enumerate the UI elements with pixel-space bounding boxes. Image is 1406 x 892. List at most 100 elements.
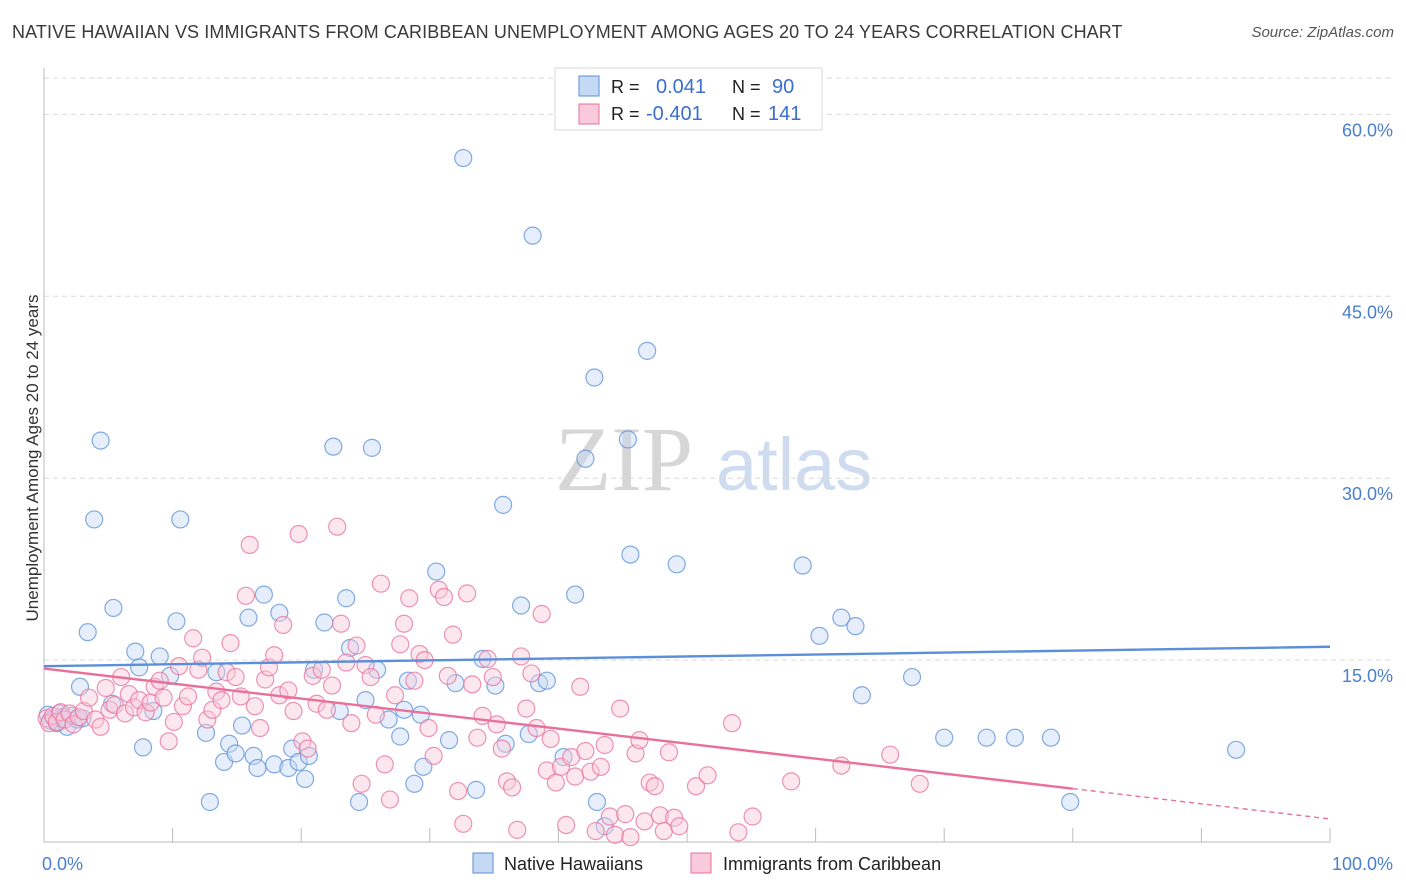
native-hawaiians-point [244, 746, 263, 765]
caribbean-point [100, 700, 119, 719]
native-hawaiians-point [1227, 740, 1246, 759]
caribbean-point [79, 688, 99, 707]
caribbean-point [328, 517, 347, 536]
native-hawaiians-point [248, 758, 267, 778]
gridlines [44, 77, 1393, 661]
caribbean-point [665, 808, 684, 827]
caribbean-point [189, 660, 208, 679]
stats-n-value-1: 90 [772, 76, 794, 98]
native-hawaiians-point [85, 510, 104, 529]
native-hawaiians-point [667, 555, 686, 574]
caribbean-point [571, 677, 590, 696]
caribbean-point [621, 828, 640, 847]
caribbean-point [265, 646, 284, 665]
watermark-zip: ZIP [555, 408, 693, 510]
caribbean-point [394, 614, 414, 633]
legend-swatch-immigrants-caribbean [690, 852, 712, 874]
caribbean-point [212, 691, 231, 710]
caribbean-point [457, 584, 477, 603]
native-hawaiians-point [315, 613, 334, 632]
caribbean-point [586, 821, 605, 841]
caribbean-point [400, 589, 419, 608]
caribbean-point [686, 777, 706, 796]
caribbean-point [541, 729, 560, 749]
caribbean-point [236, 586, 256, 605]
native-hawaiians-point [270, 603, 289, 622]
caribbean-point [729, 823, 748, 842]
caribbean-point [250, 718, 270, 738]
caribbean-point [670, 817, 689, 836]
caribbean-point [169, 657, 189, 676]
caribbean-point [532, 604, 551, 624]
caribbean-point [443, 625, 463, 644]
caribbean-point [60, 704, 79, 723]
native-hawaiians-point [220, 734, 239, 753]
native-hawaiians-point [391, 727, 410, 746]
caribbean-point [303, 666, 322, 685]
caribbean-point [342, 714, 361, 733]
caribbean-point [347, 636, 366, 655]
native-hawaiians-point [254, 585, 274, 604]
caribbean-point [115, 704, 135, 723]
caribbean-point [448, 781, 468, 801]
native-hawaiians-point [523, 226, 542, 245]
native-hawaiians-point [91, 431, 110, 450]
caribbean-point [659, 743, 679, 762]
native-hawaiians-point [150, 647, 169, 666]
native-hawaiians-point [239, 608, 258, 627]
native-hawaiians-point [171, 510, 190, 529]
caribbean-point [483, 667, 502, 687]
native-hawaiians-point [454, 148, 473, 168]
caribbean-point [832, 756, 851, 775]
native-hawaiians-point [232, 716, 252, 735]
stats-r-value-1: 0.041 [656, 76, 706, 98]
caribbean-point [434, 587, 454, 607]
native-hawaiians-point [405, 774, 424, 793]
caribbean-point [178, 687, 198, 706]
caribbean-point [154, 688, 173, 707]
stats-n-value-2: 141 [768, 103, 801, 125]
native-hawaiians-point [1061, 792, 1080, 812]
caribbean-point [630, 731, 649, 750]
native-hawaiians-point [793, 556, 812, 575]
caribbean-point [611, 699, 630, 718]
caribbean-point [331, 614, 351, 633]
caribbean-point [438, 666, 457, 685]
stats-legend-blue-swatch [578, 75, 600, 97]
native-hawaiians-point [78, 623, 97, 642]
caribbean-point [312, 660, 331, 679]
caribbean-point [385, 686, 405, 705]
stats-r-value-2: -0.401 [646, 103, 703, 125]
caribbean-point [522, 664, 541, 683]
caribbean-point [616, 805, 635, 824]
stats-n-label-2: N = [732, 104, 761, 124]
x-tick-label-max: 100.0% [1332, 854, 1393, 874]
native-hawaiians-point [512, 596, 531, 615]
native-hawaiians-point [356, 691, 375, 710]
caribbean-point [782, 772, 801, 791]
caribbean-point [424, 746, 443, 765]
stats-n-label-1: N = [732, 77, 761, 97]
caribbean-trend-extension [1072, 787, 1331, 820]
series-legend: Native Hawaiians Immigrants from Caribbe… [472, 852, 941, 874]
caribbean-point [198, 710, 217, 729]
caribbean-point [289, 524, 308, 544]
caribbean-point [226, 667, 245, 687]
native-hawaiians-point [618, 430, 637, 449]
caribbean-point [508, 820, 527, 839]
caribbean-point [463, 675, 482, 694]
caribbean-point [517, 699, 536, 718]
legend-label-immigrants-caribbean: Immigrants from Caribbean [723, 854, 941, 874]
caribbean-point [184, 629, 203, 648]
native-hawaiians-point [289, 752, 308, 772]
native-hawaiians-point [130, 658, 149, 677]
caribbean-point [743, 807, 762, 826]
native-hawaiians-point [846, 617, 865, 636]
caribbean-point [119, 684, 138, 704]
native-hawaiians-point [200, 792, 219, 812]
caribbean-point [256, 670, 275, 689]
y-tick-label: 30.0% [1342, 484, 1393, 504]
native-hawaiians-point [226, 744, 245, 763]
native-hawaiians-point [810, 626, 829, 645]
native-hawaiians-point [295, 769, 315, 789]
